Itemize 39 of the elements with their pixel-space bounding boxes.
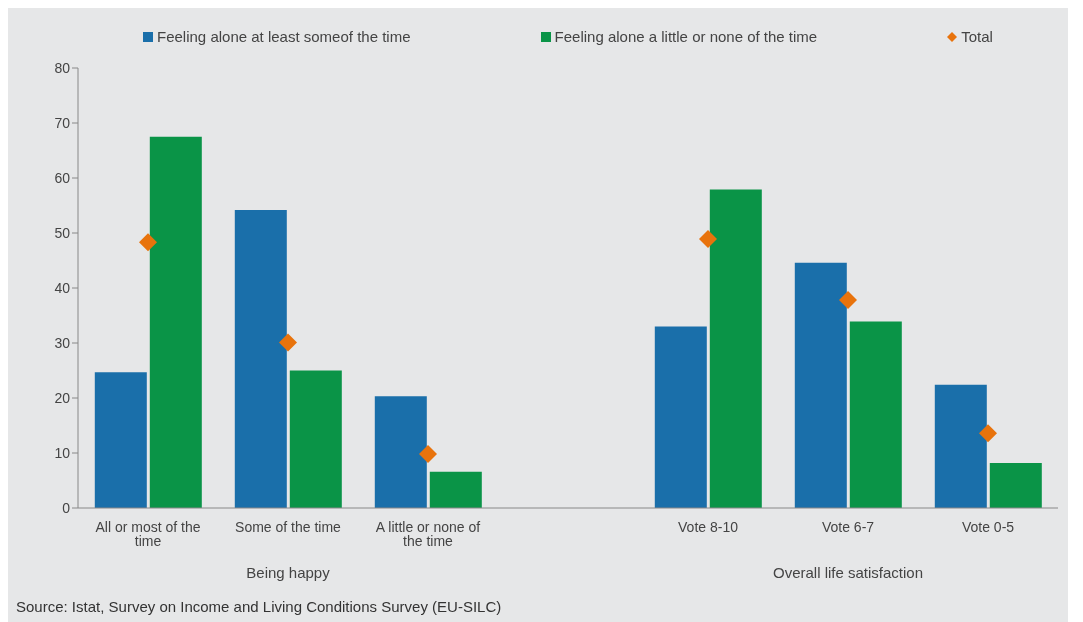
y-tick-label: 0 <box>62 499 71 516</box>
point <box>979 424 997 443</box>
x-tick-label: Vote 6-7 <box>821 518 875 535</box>
x-tick-label: Some of the time <box>235 518 342 535</box>
y-tick-label: 40 <box>54 279 71 296</box>
x-tick-label: All or most of the time <box>95 518 201 549</box>
point <box>419 445 437 464</box>
y-tick-label: 70 <box>54 114 71 131</box>
bar <box>149 136 202 508</box>
y-tick-label: 80 <box>54 59 71 76</box>
point <box>839 291 857 310</box>
bar <box>654 326 707 508</box>
text: Overall life satisfaction <box>771 564 925 581</box>
y-tick-label: 10 <box>54 444 71 461</box>
bar <box>234 209 287 508</box>
y-tick-label: 60 <box>54 169 71 186</box>
y-tick-label: 20 <box>54 389 71 406</box>
text: Being happy <box>245 564 331 581</box>
bar <box>374 396 427 508</box>
y-tick-label: 30 <box>54 334 71 351</box>
point <box>139 233 157 252</box>
x-tick-label: Vote 8-10 <box>678 518 739 535</box>
x-tick-label: A little or none of the time <box>375 518 481 549</box>
x-tick-label: Vote 0-5 <box>961 518 1015 535</box>
bar <box>989 462 1042 508</box>
bar <box>94 372 147 508</box>
bar <box>289 370 342 508</box>
legend-label: Feeling alone a little or none of the time <box>553 28 818 45</box>
bar <box>794 262 847 508</box>
y-tick-label: 50 <box>54 224 71 241</box>
bar <box>934 384 987 508</box>
point <box>279 333 297 352</box>
bar <box>429 471 482 508</box>
legend-label: Total <box>960 28 993 45</box>
legend-label: Feeling alone at least someof the time <box>156 28 411 45</box>
point <box>699 230 717 249</box>
source-note: Source: Istat, Survey on Income and Living Conditions Survey (EU-SILC) <box>15 597 503 615</box>
bar <box>849 321 902 508</box>
bar <box>709 189 762 508</box>
